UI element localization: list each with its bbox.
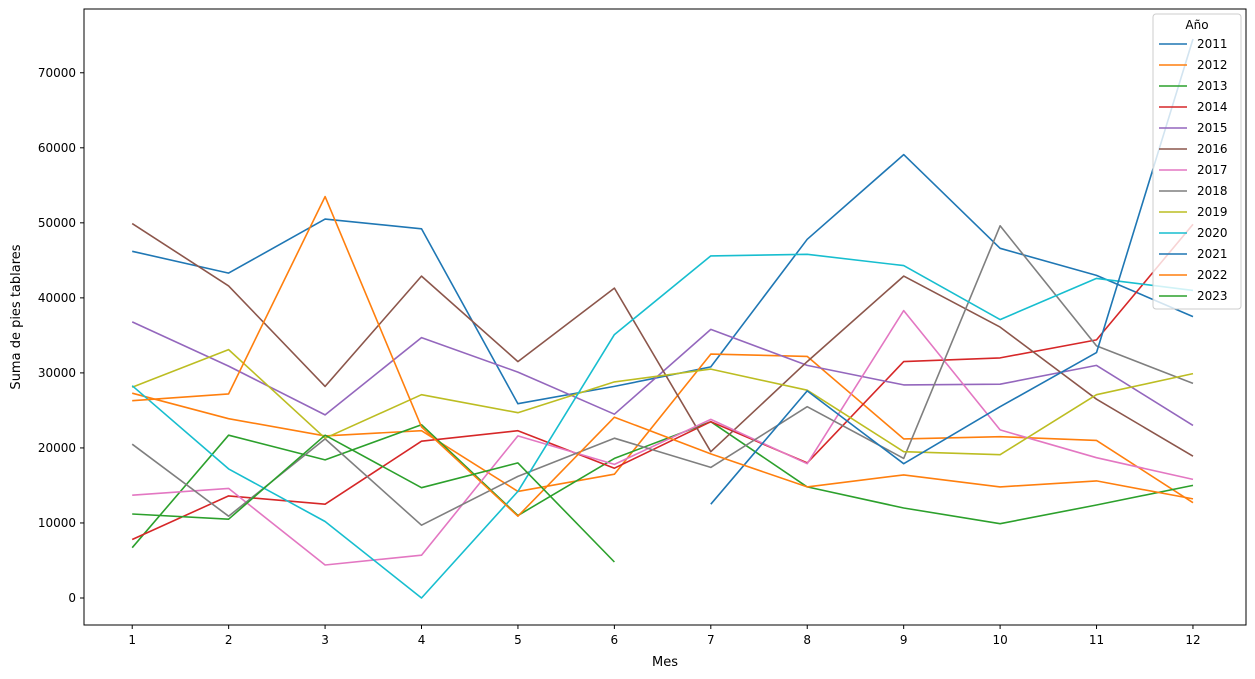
legend-entry-2021: 2021 — [1197, 247, 1228, 261]
y-tick-label: 10000 — [38, 516, 76, 530]
plot-frame — [83, 8, 1247, 626]
legend-entry-2017: 2017 — [1197, 163, 1228, 177]
x-tick-label: 5 — [514, 633, 522, 647]
legend-entry-2019: 2019 — [1197, 205, 1228, 219]
x-tick-label: 1 — [128, 633, 136, 647]
series-line-2020 — [131, 253, 1194, 599]
y-axis-label: Suma de pies tablares — [9, 244, 24, 389]
x-tick-label: 9 — [900, 633, 908, 647]
legend-entry-2011: 2011 — [1197, 37, 1228, 51]
x-tick-label: 2 — [225, 633, 233, 647]
x-tick-label: 10 — [992, 633, 1007, 647]
legend-entry-2012: 2012 — [1197, 58, 1228, 72]
y-axis: 0 10000 20000 30000 40000 50000 60000 70000 — [38, 66, 84, 605]
x-tick-label: 7 — [707, 633, 715, 647]
legend-entry-2013: 2013 — [1197, 79, 1228, 93]
x-axis-label: Mes — [652, 655, 678, 670]
legend-title: Año — [1185, 18, 1208, 32]
x-tick-label: 4 — [418, 633, 426, 647]
series-line-2013 — [131, 420, 1194, 549]
legend-entry-2020: 2020 — [1197, 226, 1228, 240]
legend-entry-2014: 2014 — [1197, 100, 1228, 114]
series-line-2019 — [131, 348, 1194, 456]
y-tick-label: 60000 — [38, 141, 76, 155]
legend: Año 2011 2012 2013 2014 2015 2016 2017 2018 2019 2… — [1152, 13, 1242, 310]
y-tick-label: 70000 — [38, 66, 76, 80]
series-line-2022 — [132, 195, 1194, 518]
series-line-2018 — [131, 225, 1194, 527]
series-lines — [131, 38, 1194, 599]
y-tick-label: 40000 — [38, 291, 76, 305]
legend-entry-2016: 2016 — [1197, 142, 1228, 156]
x-tick-label: 3 — [321, 633, 329, 647]
series-line-2015 — [131, 321, 1194, 427]
x-tick-label: 8 — [803, 633, 811, 647]
series-line-2011 — [132, 153, 1194, 405]
series-line-2023 — [132, 434, 615, 563]
legend-box — [1152, 13, 1242, 310]
legend-entry-2022: 2022 — [1197, 268, 1228, 282]
x-tick-label: 6 — [611, 633, 619, 647]
series-line-2014 — [131, 223, 1194, 541]
legend-entry-2015: 2015 — [1197, 121, 1228, 135]
x-tick-label: 12 — [1185, 633, 1200, 647]
series-line-2016 — [131, 222, 1194, 457]
y-tick-label: 20000 — [38, 441, 76, 455]
series-line-2021 — [710, 38, 1194, 505]
y-tick-label: 30000 — [38, 366, 76, 380]
legend-entry-2018: 2018 — [1197, 184, 1228, 198]
legend-entry-2023: 2023 — [1197, 289, 1228, 303]
y-tick-label: 50000 — [38, 216, 76, 230]
series-line-2012 — [131, 353, 1194, 504]
x-axis: 1 2 3 4 5 6 7 8 9 10 11 12 — [128, 625, 1201, 647]
series-line-2017 — [132, 309, 1194, 566]
y-tick-label: 0 — [68, 591, 76, 605]
x-tick-label: 11 — [1089, 633, 1104, 647]
